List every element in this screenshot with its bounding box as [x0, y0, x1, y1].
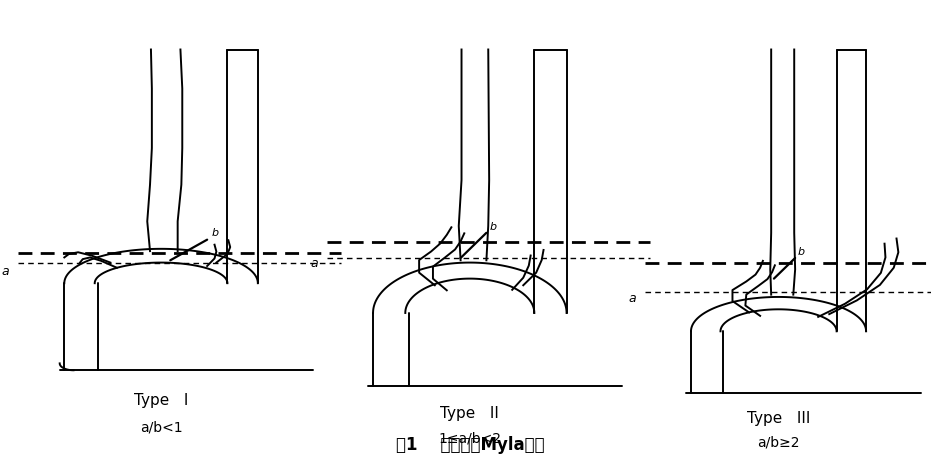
- Text: 图1    主动脉弓Myla分型: 图1 主动脉弓Myla分型: [395, 436, 544, 454]
- Text: a/b≥2: a/b≥2: [758, 435, 800, 449]
- Text: b: b: [798, 247, 805, 257]
- Text: a: a: [628, 292, 636, 305]
- Text: 1≤a/b<2: 1≤a/b<2: [438, 432, 501, 446]
- Text: b: b: [212, 228, 219, 238]
- Text: a/b<1: a/b<1: [140, 420, 183, 435]
- Text: Type   III: Type III: [747, 411, 810, 426]
- Text: b: b: [490, 222, 497, 232]
- Text: a: a: [1, 265, 9, 278]
- Text: Type   I: Type I: [134, 393, 188, 408]
- Text: Type   II: Type II: [441, 406, 500, 421]
- Text: a: a: [310, 257, 318, 270]
